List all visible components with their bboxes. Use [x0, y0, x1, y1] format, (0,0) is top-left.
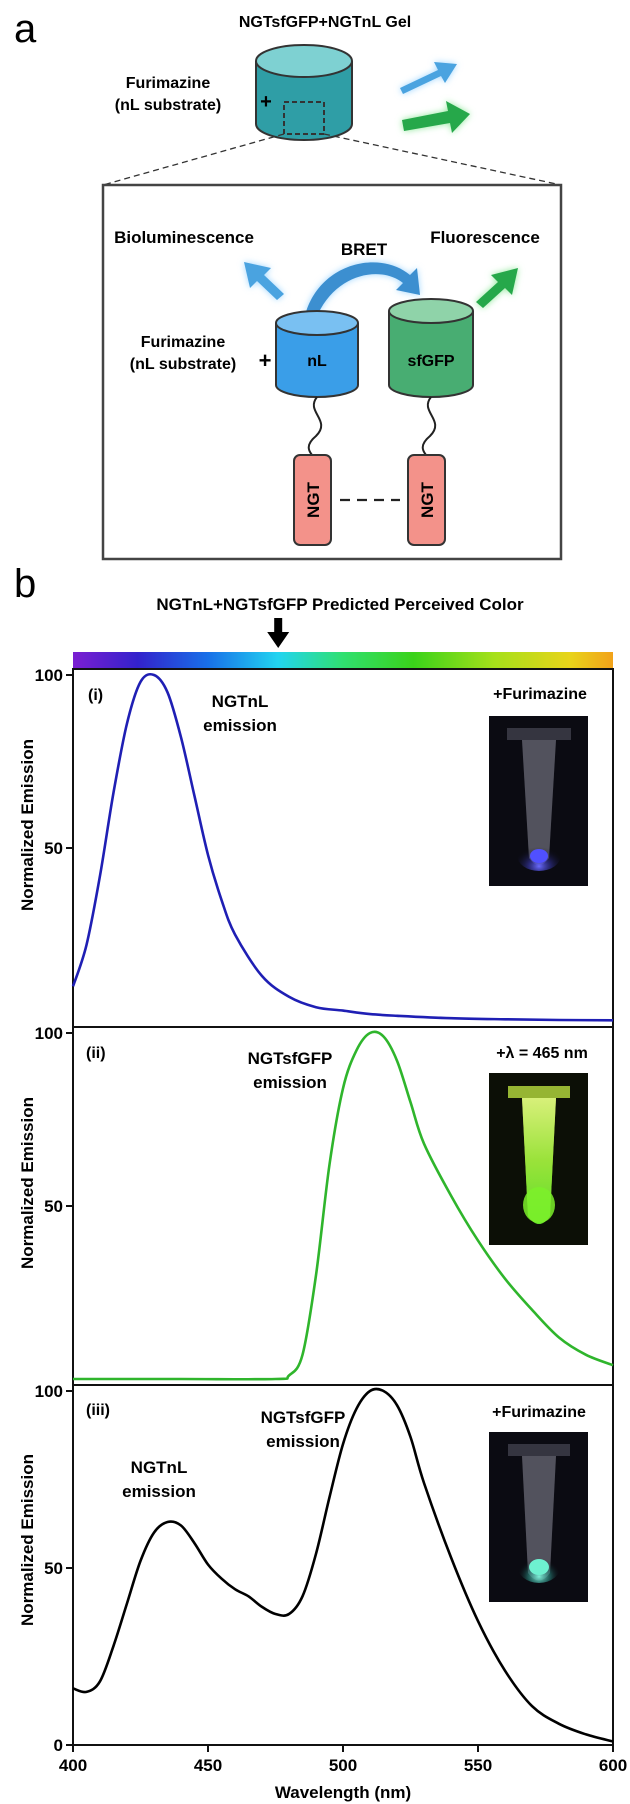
sfgfp-cylinder — [388, 298, 474, 398]
gel-title: NGTsfGFP+NGTnL Gel — [239, 14, 411, 31]
x-tick-label: 450 — [194, 1756, 222, 1775]
nl-linker — [307, 396, 323, 456]
y-tick-label: 0 — [54, 1736, 63, 1755]
photo-cyan-glow-tube — [489, 1432, 588, 1602]
bret-label: BRET — [341, 240, 388, 259]
y-tick-label: 100 — [35, 666, 63, 685]
substrate-line2: (nL substrate) — [130, 356, 236, 373]
panel-a: a NGTsfGFP+NGTnL Gel Furimazine (nL subs… — [14, 7, 563, 561]
series-line-ii — [73, 1030, 614, 1381]
gel-cylinder — [255, 44, 353, 141]
bioluminescence-label: Bioluminescence — [114, 228, 254, 247]
fluorescence-label: Fluorescence — [430, 228, 540, 247]
annotation-i-line1: NGTnL — [212, 692, 269, 711]
y-tick-label: 100 — [35, 1024, 63, 1043]
bioluminescence-arrow — [244, 262, 284, 300]
subplot-i: 100 50 (i) NGTnL emission +Furimazine — [35, 666, 614, 1028]
ngt-label-right: NGT — [418, 481, 437, 518]
annotation-ii-line1: NGTsfGFP — [248, 1049, 333, 1068]
ngt-label-left: NGT — [304, 481, 323, 518]
ylabel-ii: Normalized Emission — [18, 1097, 37, 1269]
subplot-ii-tag: (ii) — [86, 1045, 106, 1062]
gel-plus-sign: + — [260, 91, 272, 113]
subplot-i-tag: (i) — [88, 687, 103, 704]
y-tick-label: 50 — [44, 839, 63, 858]
series-line-iii — [72, 1387, 614, 1743]
gel-blue-arrow — [400, 62, 457, 94]
ylabel-i: Normalized Emission — [18, 739, 37, 911]
ngt-box-right: NGT — [407, 454, 446, 546]
substrate-line1: Furimazine — [141, 334, 226, 351]
condition-ii: +λ = 465 nm — [496, 1045, 588, 1062]
subplot-iii: 100 50 0 (iii) NGTsfGFP emission NGTnL emi… — [35, 1382, 614, 1755]
panel-a-letter: a — [14, 7, 37, 51]
subplot-iii-tag: (iii) — [86, 1402, 110, 1419]
x-tick-labels: 400 450 500 550 600 — [59, 1745, 627, 1775]
gel-zoom-box — [283, 101, 325, 135]
nl-cylinder — [275, 310, 359, 398]
x-tick-label: 500 — [329, 1756, 357, 1775]
x-tick-label: 400 — [59, 1756, 87, 1775]
y-tick-label: 50 — [44, 1197, 63, 1216]
photo-green-glow-tube — [489, 1073, 588, 1245]
ylabel-iii: Normalized Emission — [18, 1454, 37, 1626]
sfgfp-label: sfGFP — [407, 353, 454, 370]
ngt-box-left: NGT — [293, 454, 332, 546]
subplot-iii-frame — [72, 1384, 614, 1746]
annotation-ii-line2: emission — [253, 1073, 327, 1092]
annotation-iii-nl-line2: emission — [122, 1482, 196, 1501]
color-bar-marker — [267, 618, 290, 648]
photo-blue-glow-tube — [489, 716, 588, 886]
gel-substrate-line1: Furimazine — [126, 75, 211, 92]
gel-substrate-line2: (nL substrate) — [115, 97, 221, 114]
annotation-iii-nl-line1: NGTnL — [131, 1458, 188, 1477]
gel-green-arrow — [402, 101, 470, 133]
x-tick-label: 550 — [464, 1756, 492, 1775]
y-tick-label: 100 — [35, 1382, 63, 1401]
annotation-i-line2: emission — [203, 716, 277, 735]
annotation-iii-sfgfp-line1: NGTsfGFP — [261, 1408, 346, 1427]
sfgfp-linker — [421, 396, 437, 456]
x-tick-label: 600 — [599, 1756, 627, 1775]
panel-b-letter: b — [14, 562, 36, 606]
nl-label: nL — [307, 353, 327, 370]
subplot-ii: 100 50 (ii) NGTsfGFP emission +λ = 465 nm — [35, 1024, 614, 1386]
condition-i: +Furimazine — [493, 686, 587, 703]
color-bar-title: NGTnL+NGTsfGFP Predicted Perceived Color — [156, 595, 524, 614]
fluorescence-arrow — [476, 268, 518, 308]
bret-arrow — [306, 262, 420, 314]
series-line-i — [71, 672, 614, 1022]
color-bar — [73, 652, 613, 668]
condition-iii: +Furimazine — [492, 1404, 586, 1421]
panel-b: b NGTnL+NGTsfGFP Predicted Perceived Col… — [14, 562, 627, 1802]
annotation-iii-sfgfp-line2: emission — [266, 1432, 340, 1451]
xlabel: Wavelength (nm) — [275, 1783, 411, 1802]
plus-sign: + — [259, 348, 272, 373]
y-tick-label: 50 — [44, 1559, 63, 1578]
